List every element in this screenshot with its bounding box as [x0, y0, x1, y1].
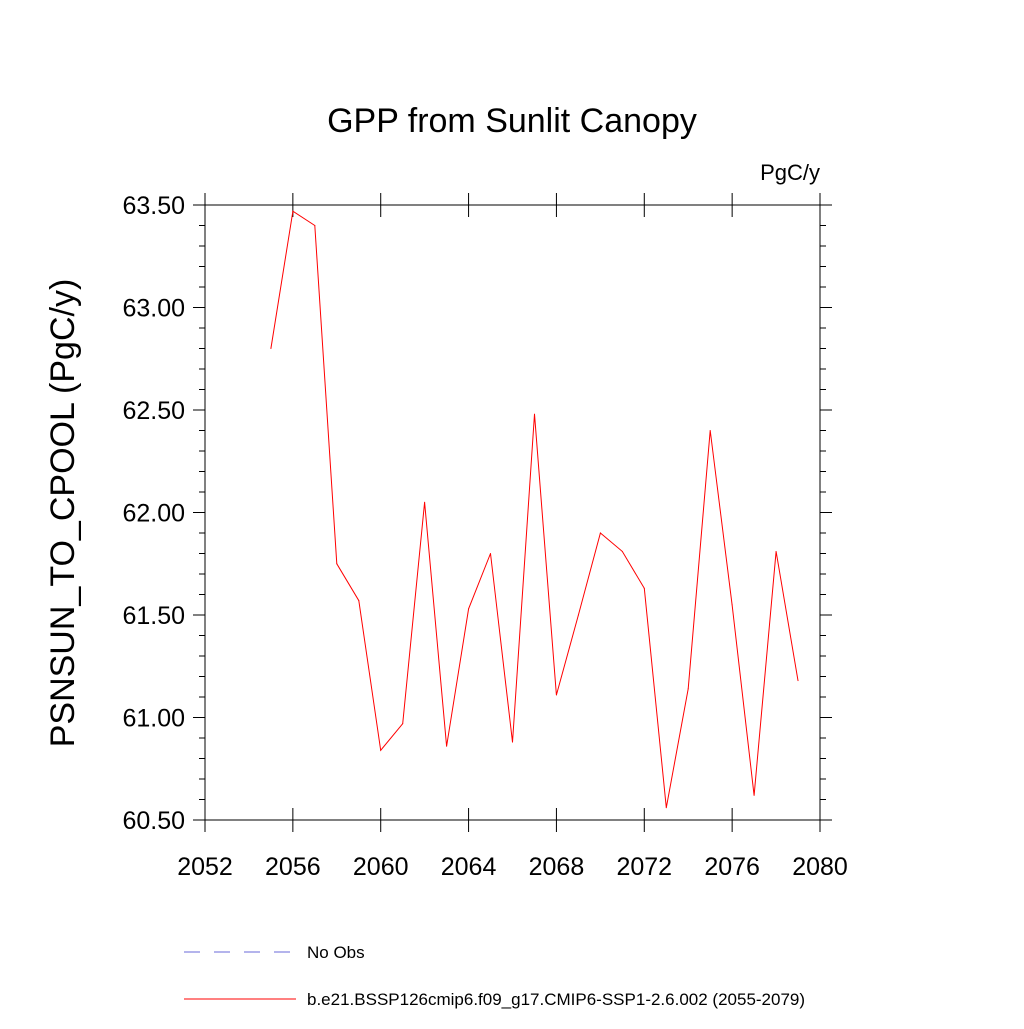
units-label: PgC/y: [760, 160, 820, 185]
x-tick-label: 2052: [177, 853, 233, 881]
y-tick-label: 63.50: [122, 192, 185, 220]
data-point: [358, 600, 360, 602]
data-point: [687, 688, 689, 690]
data-point: [599, 532, 601, 534]
data-point: [621, 550, 623, 552]
data-point: [577, 614, 579, 616]
x-tick-label: 2060: [353, 853, 409, 881]
legend-label: b.e21.BSSP126cmip6.f09_g17.CMIP6-SSP1-2.…: [307, 990, 805, 1009]
data-point: [731, 604, 733, 606]
data-point: [270, 348, 272, 349]
y-tick-label: 61.50: [122, 602, 185, 630]
data-point: [424, 501, 426, 503]
data-point: [753, 794, 755, 796]
x-tick-label: 2080: [792, 853, 848, 881]
axes: 60.50 61.00 61.50 62.00 62.50 63.00 63.50 2052 2…: [122, 192, 847, 881]
series-layer: [270, 210, 799, 809]
legend: No Obs b.e21.BSSP126cmip6.f09_g17.CMIP6-S…: [184, 943, 805, 1009]
data-point: [643, 587, 645, 589]
data-point: [665, 807, 667, 809]
y-tick-label: 60.50: [122, 807, 185, 835]
data-point: [797, 680, 799, 682]
y-tick-label: 62.50: [122, 397, 185, 425]
plot-frame: [204, 204, 821, 821]
y-tick-label: 61.00: [122, 705, 185, 733]
y-axis-label: PSNSUN_TO_CPOOL (PgC/y): [44, 279, 82, 748]
series-line: [270, 210, 799, 808]
legend-label: No Obs: [307, 943, 365, 962]
data-point: [490, 553, 492, 554]
data-point: [775, 550, 777, 552]
x-tick-label: 2056: [265, 853, 321, 881]
data-point: [402, 723, 404, 725]
data-point: [380, 749, 382, 751]
x-tick-label: 2068: [529, 853, 585, 881]
x-tick-label: 2076: [704, 853, 760, 881]
y-tick-label: 63.00: [122, 295, 185, 323]
y-tick-label: 62.00: [122, 500, 185, 528]
data-point: [533, 413, 535, 415]
x-tick-label: 2064: [441, 853, 497, 881]
data-point: [709, 430, 711, 431]
data-point: [468, 608, 470, 610]
chart-title: GPP from Sunlit Canopy: [327, 102, 697, 140]
data-point: [555, 694, 557, 696]
data-point: [292, 210, 294, 212]
data-point: [314, 225, 316, 226]
data-point: [446, 745, 448, 747]
data-point: [512, 741, 513, 743]
data-point: [336, 563, 338, 565]
x-tick-label: 2072: [616, 853, 672, 881]
